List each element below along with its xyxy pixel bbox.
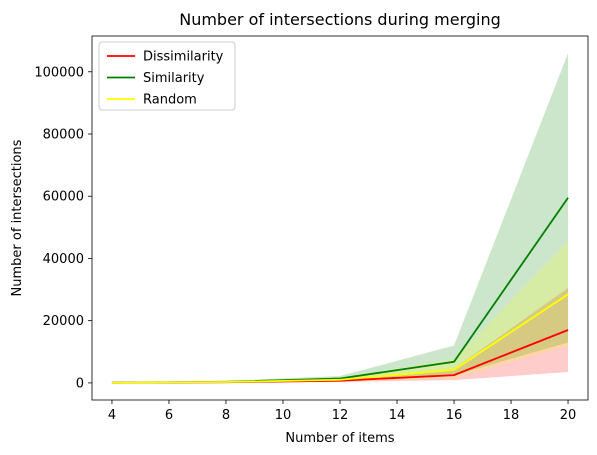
series-lines: [111, 197, 569, 384]
legend-label-dissimilarity: Dissimilarity: [143, 50, 224, 65]
legend-label-similarity: Similarity: [143, 71, 205, 86]
x-tick-label: 18: [503, 408, 520, 423]
y-tick-label: 40000: [43, 252, 84, 267]
band-similarity: [111, 53, 569, 383]
y-axis: 0 20000 40000 60000 80000 100000: [34, 65, 92, 391]
legend: Dissimilarity Similarity Random: [98, 41, 236, 111]
x-tick-label: 12: [332, 408, 349, 423]
y-tick-label: 100000: [34, 65, 84, 80]
x-axis: 4 6 8 10 12 14 16 18 20: [108, 400, 577, 423]
chart-title: Number of intersections during merging: [179, 10, 501, 29]
band-dissimilarity: [111, 288, 569, 383]
legend-box: [98, 41, 236, 111]
x-tick-label: 4: [108, 408, 116, 423]
x-tick-label: 6: [165, 408, 173, 423]
x-tick-label: 16: [446, 408, 463, 423]
y-tick-label: 60000: [43, 190, 84, 205]
confidence-bands: [111, 53, 569, 383]
y-tick-label: 0: [76, 376, 84, 391]
x-axis-label: Number of items: [285, 431, 394, 446]
line-random: [111, 293, 569, 384]
x-tick-label: 8: [222, 408, 230, 423]
x-tick-label: 10: [275, 408, 292, 423]
x-tick-label: 20: [560, 408, 577, 423]
legend-label-random: Random: [143, 93, 197, 108]
x-tick-label: 14: [389, 408, 406, 423]
y-tick-label: 20000: [43, 314, 84, 329]
y-axis-label: Number of intersections: [10, 139, 25, 296]
y-tick-label: 80000: [43, 128, 84, 143]
